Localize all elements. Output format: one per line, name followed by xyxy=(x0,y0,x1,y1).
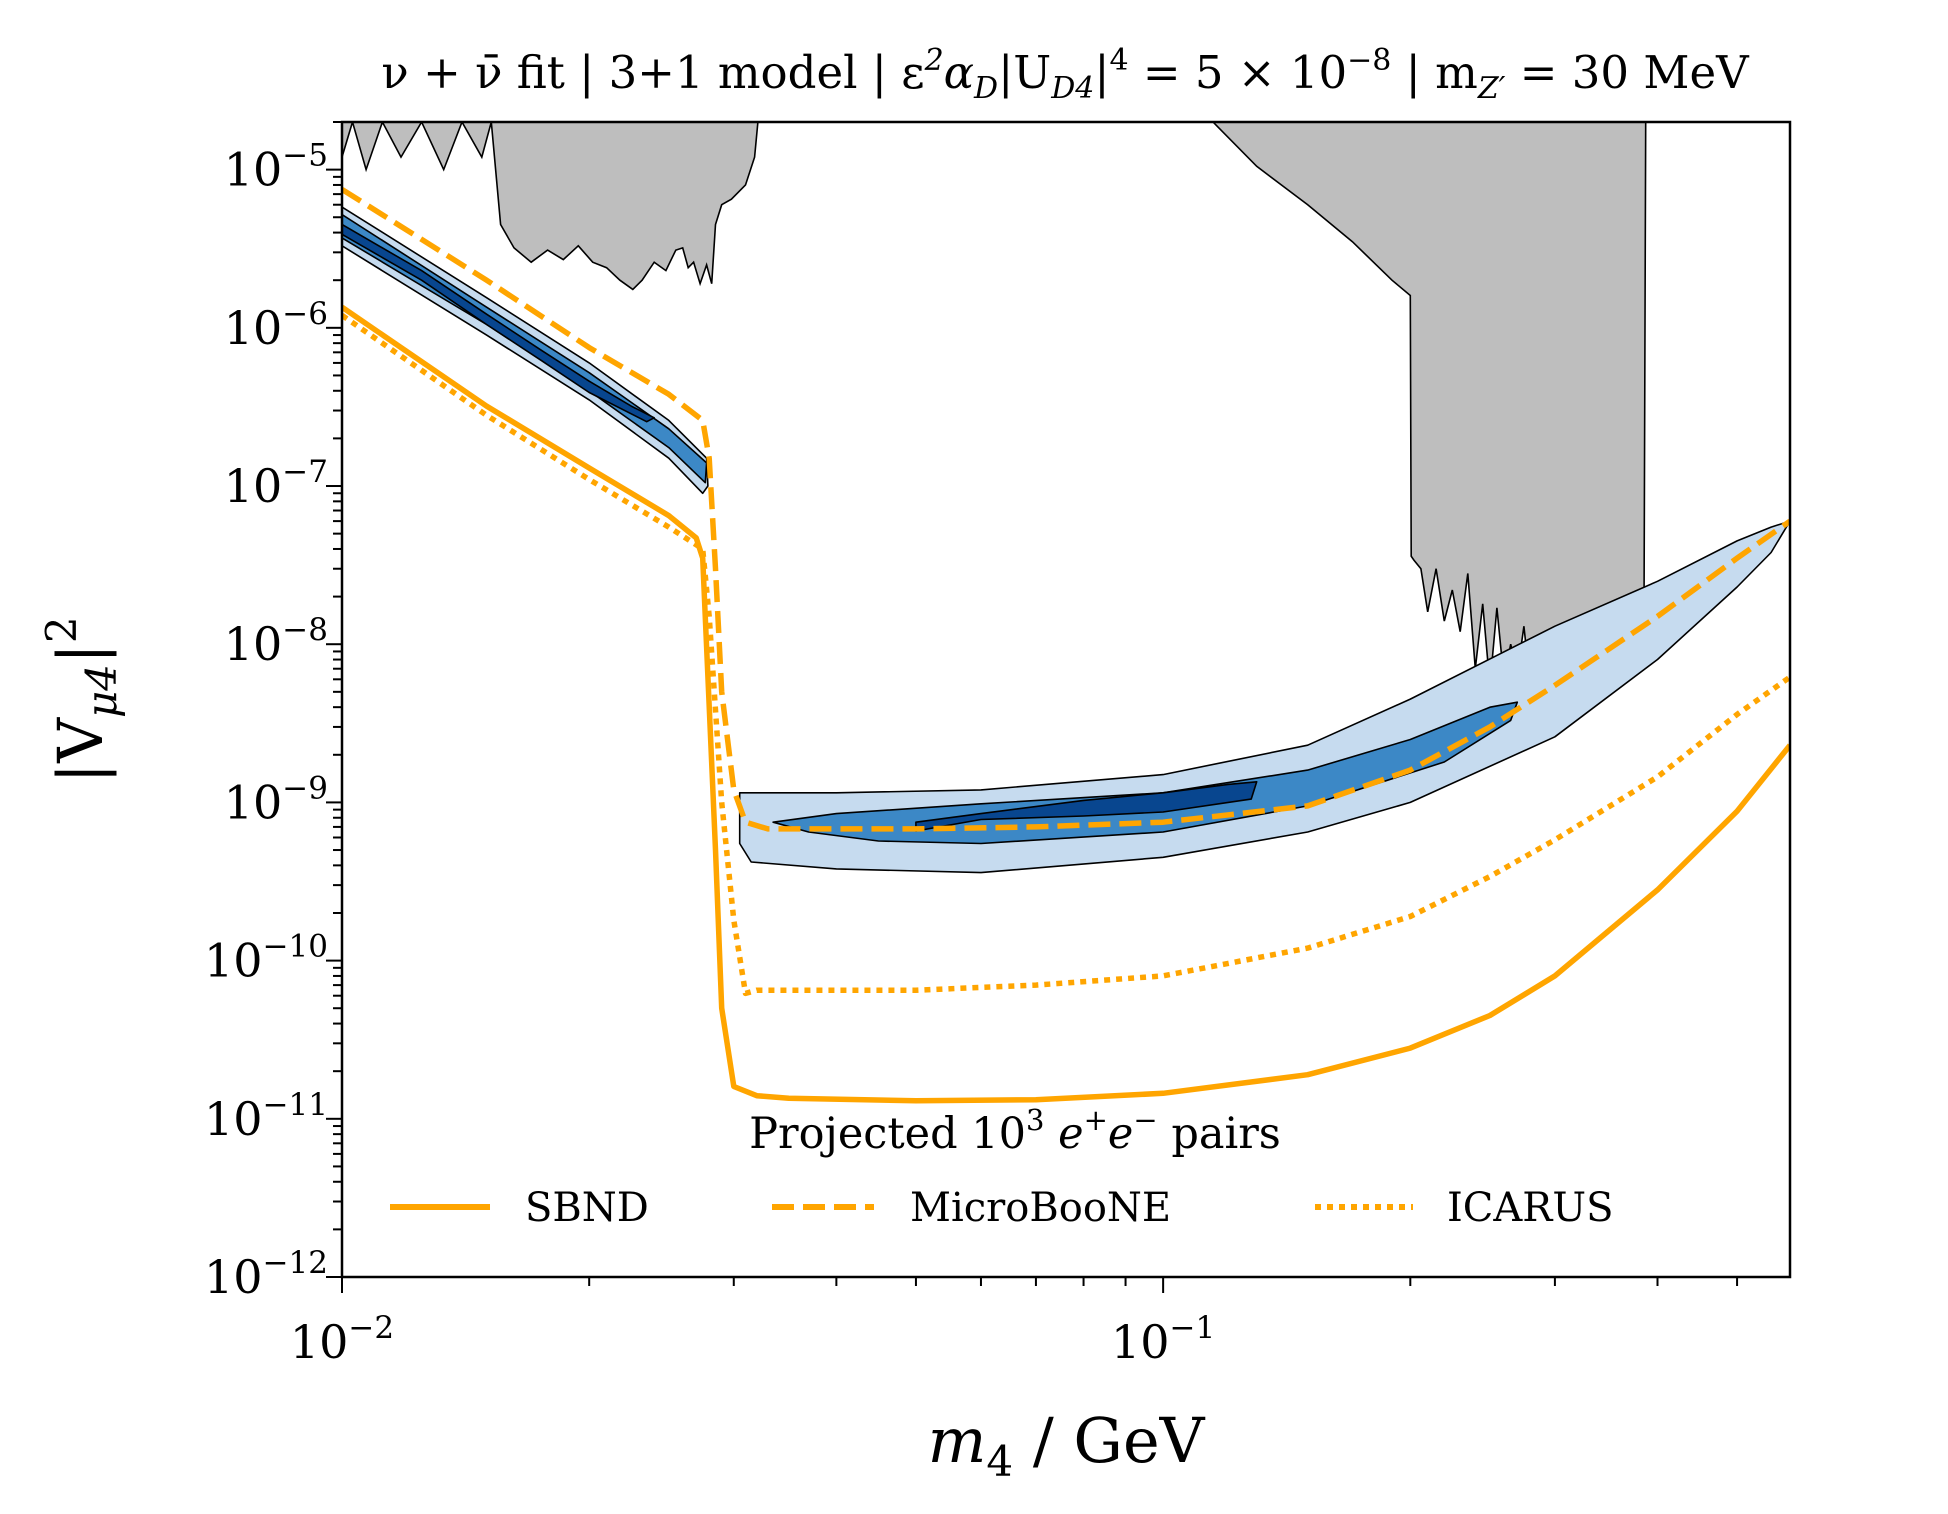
plot-frame xyxy=(340,120,1792,1279)
y-tick-label: 10−8 xyxy=(224,612,328,671)
x-axis-label: m4 / GeV xyxy=(928,1404,1206,1486)
y-tick-label: 10−7 xyxy=(224,454,328,513)
legend-title: Projected 103 e+e− pairs xyxy=(749,1103,1281,1159)
legend-sbnd-label: SBND xyxy=(525,1185,649,1231)
legend: Projected 103 e+e− pairs SBND MicroBooNE… xyxy=(390,1103,1614,1231)
excluded-regions xyxy=(342,122,1647,708)
y-tick-label: 10−6 xyxy=(224,296,328,355)
x-tick-label: 10−1 xyxy=(1111,1310,1215,1369)
chart-title: ν + ν̄ fit | 3+1 model | ε2αD|UD4|4 = 5 … xyxy=(381,43,1750,106)
y-axis-label: |Vμ4|2 xyxy=(37,616,126,783)
y-tick-label: 10−11 xyxy=(204,1087,328,1146)
y-tick-label: 10−9 xyxy=(224,770,328,829)
y-tick-label: 10−12 xyxy=(204,1245,328,1304)
legend-microboone-label: MicroBooNE xyxy=(910,1185,1171,1231)
microboone-line xyxy=(342,187,1790,832)
y-tick-label: 10−5 xyxy=(224,138,328,197)
left-excluded-region xyxy=(342,122,759,291)
x-tick-label: 10−2 xyxy=(290,1310,394,1369)
tick-labels: 10−5 10−6 10−7 10−8 10−9 10−10 10−11 10−12 10−2 1… xyxy=(204,138,1215,1369)
sbnd-line xyxy=(342,304,1790,1104)
y-tick-label: 10−10 xyxy=(204,929,328,988)
axis-ticks xyxy=(326,121,1739,1293)
1-sigma-low-mass-contour xyxy=(342,223,656,423)
legend-icarus-label: ICARUS xyxy=(1447,1185,1614,1231)
1-sigma-high-mass-contour xyxy=(915,780,1258,832)
projection-lines xyxy=(342,187,1790,1104)
credible-contours xyxy=(342,206,1790,874)
